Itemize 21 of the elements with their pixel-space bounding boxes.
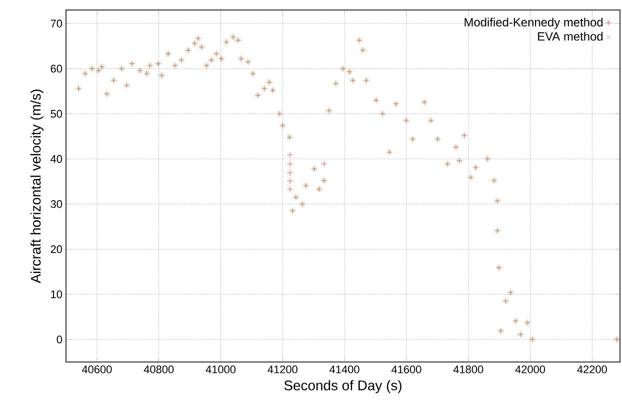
x-tick-label: 42200	[577, 366, 607, 374]
x-tick-label: 41600	[391, 366, 422, 374]
y-axis-title: Aircraft horizontal velocity (m/s)	[30, 90, 44, 284]
y-tick-label: 20	[50, 245, 62, 254]
y-tick-label: 60	[50, 64, 62, 73]
x-tick-label: 41400	[330, 366, 360, 374]
y-tick-label: 40	[50, 155, 62, 163]
x-axis-title: Seconds of Day (s)	[284, 380, 402, 394]
x-tick-label: 41000	[206, 366, 236, 374]
y-tick-label: 0	[56, 336, 62, 344]
legend-label: EVA method	[538, 32, 603, 41]
x-tick-label: 40800	[144, 366, 174, 374]
y-tick-label: 30	[50, 200, 62, 208]
x-tick-label: 42000	[515, 366, 546, 374]
legend-label: Modified-Kennedy method	[464, 18, 603, 29]
y-tick-label: 10	[51, 290, 62, 298]
y-tick-label: 70	[50, 20, 62, 28]
x-tick-label: 41800	[453, 366, 484, 374]
x-tick-label: 40600	[82, 366, 112, 374]
y-tick-label: 50	[50, 110, 62, 118]
x-tick-label: 41200	[268, 366, 298, 374]
